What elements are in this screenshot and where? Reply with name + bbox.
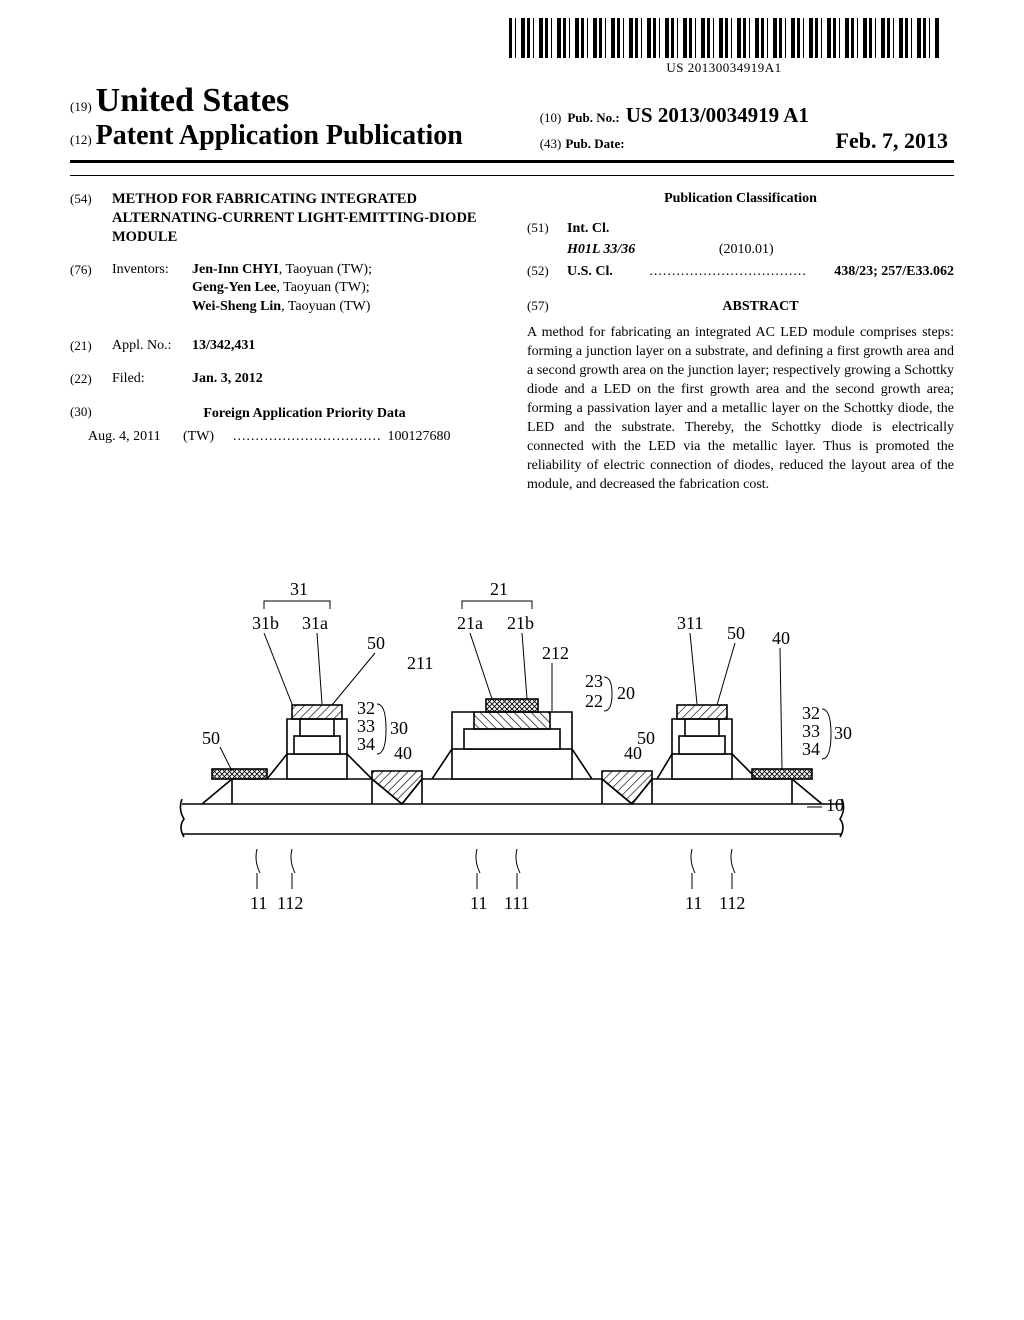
pubdate-value: Feb. 7, 2013: [836, 128, 948, 154]
fig-label: 31b: [252, 613, 279, 633]
inventor-1-name: Jen-Inn CHYI: [192, 262, 279, 277]
fig-label: 32: [357, 698, 375, 718]
fig-label: 22: [585, 691, 603, 711]
fig-label: 211: [407, 653, 433, 673]
inventor-3-name: Wei-Sheng Lin: [192, 299, 281, 314]
fig-label: 32: [802, 703, 820, 723]
inventors-label: Inventors:: [112, 261, 192, 318]
applno-value: 13/342,431: [192, 337, 497, 356]
code-30: (30): [70, 403, 112, 424]
fig-label: 33: [802, 721, 820, 741]
country-name: United States: [96, 82, 290, 119]
fig-label: 11: [250, 893, 267, 913]
fig-label: 112: [277, 893, 303, 913]
fig-label: 40: [394, 743, 412, 763]
fig-label: 111: [504, 893, 530, 913]
code-54: (54): [70, 190, 112, 247]
biblio-columns: (54) METHOD FOR FABRICATING INTEGRATED A…: [70, 190, 954, 494]
fig-label: 112: [719, 893, 745, 913]
inventor-1-loc: , Taoyuan (TW);: [279, 262, 372, 277]
pubno-label: Pub. No.:: [567, 110, 619, 126]
code-76: (76): [70, 261, 112, 318]
priority-country: (TW): [183, 428, 233, 447]
fig-label: 50: [202, 728, 220, 748]
patent-figure: 31 31b 31a 50 211 21 21a 21b 212 23: [70, 549, 954, 929]
fig-label: 23: [585, 671, 603, 691]
code-19: (19): [70, 99, 92, 114]
fig-label: 21b: [507, 613, 534, 633]
pubno-value: US 2013/0034919 A1: [626, 103, 809, 128]
intcl-code: H01L 33/36: [567, 242, 635, 257]
priority-date: Aug. 4, 2011: [88, 428, 183, 447]
barcode-graphic: [509, 18, 939, 58]
barcode-number: US 20130034919A1: [509, 60, 939, 76]
code-51: (51): [527, 219, 567, 237]
header-row: (19) United States (12) Patent Applicati…: [70, 82, 954, 154]
fig-label: 30: [834, 723, 852, 743]
fig-label: 21a: [457, 613, 483, 633]
inventor-2-name: Geng-Yen Lee: [192, 280, 276, 295]
filed-value: Jan. 3, 2012: [192, 370, 497, 389]
filed-label: Filed:: [112, 370, 192, 389]
inventor-3-loc: , Taoyuan (TW): [281, 299, 370, 314]
fig-label: 31a: [302, 613, 328, 633]
priority-number: 100127680: [388, 428, 451, 447]
classification-heading: Publication Classification: [527, 190, 954, 209]
fig-label: 34: [802, 739, 820, 759]
inventor-2-loc: , Taoyuan (TW);: [276, 280, 369, 295]
uscl-label: U.S. Cl.: [567, 263, 622, 282]
fig-label: 50: [727, 623, 745, 643]
code-10: (10): [540, 110, 562, 126]
fig-label: 10: [826, 795, 844, 815]
abstract-text: A method for fabricating an integrated A…: [527, 324, 954, 494]
fig-label: 40: [772, 628, 790, 648]
fig-label: 50: [367, 633, 385, 653]
invention-title: METHOD FOR FABRICATING INTEGRATED ALTERN…: [112, 190, 497, 247]
fig-label: 20: [617, 683, 635, 703]
rule-thick: [70, 160, 954, 163]
uscl-value: 438/23; 257/E33.062: [834, 263, 954, 282]
right-column: Publication Classification (51) Int. Cl.…: [527, 190, 954, 494]
fig-label: 30: [390, 718, 408, 738]
uscl-dots: ...................................: [622, 263, 834, 282]
figure-svg: 31 31b 31a 50 211 21 21a 21b 212 23: [172, 549, 852, 929]
code-21: (21): [70, 337, 112, 356]
fig-label: 50: [637, 728, 655, 748]
fig-label: 11: [685, 893, 702, 913]
code-52: (52): [527, 262, 567, 280]
left-column: (54) METHOD FOR FABRICATING INTEGRATED A…: [70, 190, 497, 494]
fig-label: 11: [470, 893, 487, 913]
publication-type: Patent Application Publication: [96, 120, 463, 151]
fig-label: 33: [357, 716, 375, 736]
inventors-list: Jen-Inn CHYI, Taoyuan (TW); Geng-Yen Lee…: [192, 261, 497, 318]
rule-thin: [70, 175, 954, 176]
intcl-year: (2010.01): [719, 242, 774, 257]
pubdate-label: Pub. Date:: [565, 136, 624, 151]
priority-dots: .................................: [233, 428, 382, 447]
code-43: (43): [540, 136, 562, 151]
intcl-label: Int. Cl.: [567, 220, 609, 239]
code-22: (22): [70, 370, 112, 389]
fig-label: 311: [677, 613, 703, 633]
code-12: (12): [70, 132, 92, 147]
applno-label: Appl. No.:: [112, 337, 192, 356]
barcode-block: US 20130034919A1: [509, 18, 939, 76]
fig-label: 34: [357, 734, 375, 754]
code-57: (57): [527, 297, 567, 315]
fig-label: 31: [290, 579, 308, 599]
abstract-label: ABSTRACT: [567, 298, 954, 317]
fig-label: 212: [542, 643, 569, 663]
priority-heading: Foreign Application Priority Data: [112, 405, 497, 424]
fig-label: 21: [490, 579, 508, 599]
